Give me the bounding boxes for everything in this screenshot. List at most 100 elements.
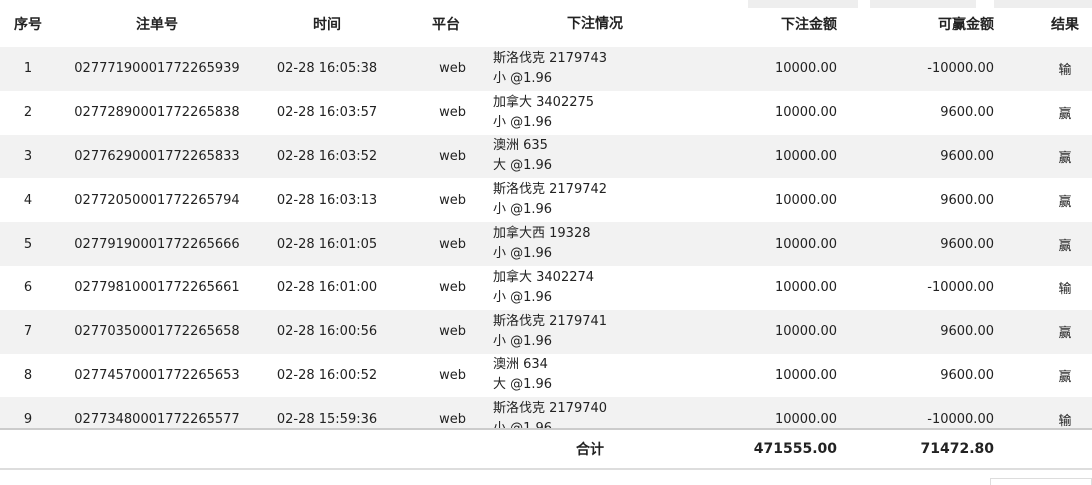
row-detail-match: 加拿大西 19328 bbox=[493, 226, 591, 242]
row-result: 赢 bbox=[1058, 150, 1072, 166]
row-index: 6 bbox=[23, 280, 33, 296]
row-time: 02-28 16:03:13 bbox=[276, 192, 378, 208]
row-detail-match: 斯洛伐克 2179742 bbox=[493, 182, 608, 198]
row-win: -10000.00 bbox=[927, 411, 994, 427]
row-platform: web bbox=[439, 61, 466, 77]
row-amount: 10000.00 bbox=[774, 324, 837, 340]
row-platform: web bbox=[439, 105, 466, 121]
pagination-box bbox=[990, 478, 1092, 485]
header-result: 结果 bbox=[1051, 16, 1079, 33]
row-index: 1 bbox=[23, 61, 33, 77]
row-time: 02-28 16:01:05 bbox=[276, 236, 378, 252]
row-amount: 10000.00 bbox=[774, 148, 837, 164]
row-platform: web bbox=[439, 411, 466, 427]
top-tab bbox=[870, 0, 976, 8]
table-body[interactable]: 1 02777190001772265939 02-28 16:05:38 we… bbox=[0, 47, 1092, 428]
row-detail-match: 加拿大 3402275 bbox=[493, 94, 595, 110]
row-time: 02-28 16:05:38 bbox=[276, 61, 378, 77]
row-win: 9600.00 bbox=[940, 192, 994, 208]
row-amount: 10000.00 bbox=[774, 236, 837, 252]
row-win: 9600.00 bbox=[940, 367, 994, 383]
total-win: 71472.80 bbox=[920, 441, 994, 457]
row-result: 输 bbox=[1058, 282, 1072, 298]
row-time: 02-28 16:03:57 bbox=[276, 105, 378, 121]
table-row[interactable]: 2 02772890001772265838 02-28 16:03:57 we… bbox=[0, 91, 1092, 135]
row-order: 02777190001772265939 bbox=[74, 61, 240, 77]
row-detail-bet: 小 @1.96 bbox=[493, 246, 553, 262]
row-detail-bet: 小 @1.96 bbox=[493, 114, 553, 130]
table-row[interactable]: 1 02777190001772265939 02-28 16:05:38 we… bbox=[0, 47, 1092, 91]
row-detail: 斯洛伐克 2179740 小 @1.96 bbox=[493, 397, 693, 428]
header-win: 可赢金额 bbox=[938, 16, 994, 33]
row-result: 输 bbox=[1058, 63, 1072, 79]
top-tab bbox=[748, 0, 858, 8]
table-row[interactable]: 8 02774570001772265653 02-28 16:00:52 we… bbox=[0, 354, 1092, 398]
table-row[interactable]: 3 02776290001772265833 02-28 16:03:52 we… bbox=[0, 134, 1092, 179]
row-detail-match: 加拿大 3402274 bbox=[493, 269, 595, 285]
row-detail-bet: 小 @1.96 bbox=[493, 289, 553, 305]
header-amount: 下注金额 bbox=[781, 16, 837, 33]
row-win: -10000.00 bbox=[927, 280, 994, 296]
row-result: 赢 bbox=[1058, 238, 1072, 254]
row-detail-match: 斯洛伐克 2179740 bbox=[493, 401, 608, 417]
header-platform: 平台 bbox=[432, 16, 460, 33]
row-time: 02-28 16:03:52 bbox=[276, 148, 378, 164]
row-index: 2 bbox=[23, 105, 33, 121]
row-detail-bet: 大 @1.96 bbox=[493, 377, 553, 393]
header-order: 注单号 bbox=[136, 16, 178, 33]
row-platform: web bbox=[439, 236, 466, 252]
table-row[interactable]: 4 02772050001772265794 02-28 16:03:13 we… bbox=[0, 178, 1092, 222]
row-order: 02773480001772265577 bbox=[74, 411, 240, 427]
row-detail: 斯洛伐克 2179741 小 @1.96 bbox=[493, 310, 693, 354]
row-detail: 加拿大 3402275 小 @1.96 bbox=[493, 91, 693, 135]
row-detail-match: 斯洛伐克 2179741 bbox=[493, 313, 608, 329]
row-platform: web bbox=[439, 280, 466, 296]
row-index: 7 bbox=[23, 324, 33, 340]
row-amount: 10000.00 bbox=[774, 367, 837, 383]
row-amount: 10000.00 bbox=[774, 61, 837, 77]
row-result: 赢 bbox=[1058, 194, 1072, 210]
row-order: 02770350001772265658 bbox=[74, 324, 240, 340]
row-time: 02-28 16:01:00 bbox=[276, 280, 378, 296]
row-detail: 加拿大西 19328 小 @1.96 bbox=[493, 222, 693, 266]
row-detail-match: 澳洲 634 bbox=[493, 357, 548, 373]
row-index: 3 bbox=[23, 148, 33, 164]
row-amount: 10000.00 bbox=[774, 280, 837, 296]
row-detail-bet: 小 @1.96 bbox=[493, 70, 553, 86]
row-detail-match: 澳洲 635 bbox=[493, 138, 548, 154]
row-amount: 10000.00 bbox=[774, 105, 837, 121]
row-detail: 澳洲 634 大 @1.96 bbox=[493, 354, 693, 398]
row-result: 输 bbox=[1058, 413, 1072, 428]
row-platform: web bbox=[439, 192, 466, 208]
table-row[interactable]: 7 02770350001772265658 02-28 16:00:56 we… bbox=[0, 309, 1092, 354]
total-label: 合计 bbox=[576, 442, 604, 458]
row-index: 5 bbox=[23, 236, 33, 252]
row-detail-bet: 小 @1.96 bbox=[493, 419, 552, 428]
row-win: 9600.00 bbox=[940, 105, 994, 121]
row-order: 02779810001772265661 bbox=[74, 280, 240, 296]
table-header: 序号 注单号 时间 平台 下注情况 下注金额 可赢金额 结果 bbox=[0, 0, 1092, 47]
table-row[interactable]: 9 02773480001772265577 02-28 15:59:36 we… bbox=[0, 397, 1092, 428]
row-order: 02774570001772265653 bbox=[74, 367, 240, 383]
row-detail-match: 斯洛伐克 2179743 bbox=[493, 50, 608, 66]
row-index: 4 bbox=[23, 192, 33, 208]
table-row[interactable]: 6 02779810001772265661 02-28 16:01:00 we… bbox=[0, 266, 1092, 310]
row-time: 02-28 16:00:56 bbox=[276, 324, 378, 340]
row-detail-bet: 小 @1.96 bbox=[493, 202, 553, 218]
row-detail: 斯洛伐克 2179742 小 @1.96 bbox=[493, 178, 693, 222]
row-platform: web bbox=[439, 148, 466, 164]
row-win: 9600.00 bbox=[940, 148, 994, 164]
row-result: 赢 bbox=[1058, 107, 1072, 123]
row-win: -10000.00 bbox=[927, 61, 994, 77]
row-detail: 澳洲 635 大 @1.96 bbox=[493, 135, 693, 179]
header-detail: 下注情况 bbox=[567, 15, 623, 32]
row-order: 02772050001772265794 bbox=[74, 192, 240, 208]
row-detail-bet: 大 @1.96 bbox=[493, 158, 553, 174]
table-row[interactable]: 5 02779190001772265666 02-28 16:01:05 we… bbox=[0, 222, 1092, 266]
row-win: 9600.00 bbox=[940, 324, 994, 340]
row-detail: 斯洛伐克 2179743 小 @1.96 bbox=[493, 47, 693, 91]
row-order: 02772890001772265838 bbox=[74, 105, 240, 121]
row-time: 02-28 16:00:52 bbox=[276, 367, 378, 383]
header-index: 序号 bbox=[14, 16, 42, 33]
row-time: 02-28 15:59:36 bbox=[276, 411, 378, 427]
